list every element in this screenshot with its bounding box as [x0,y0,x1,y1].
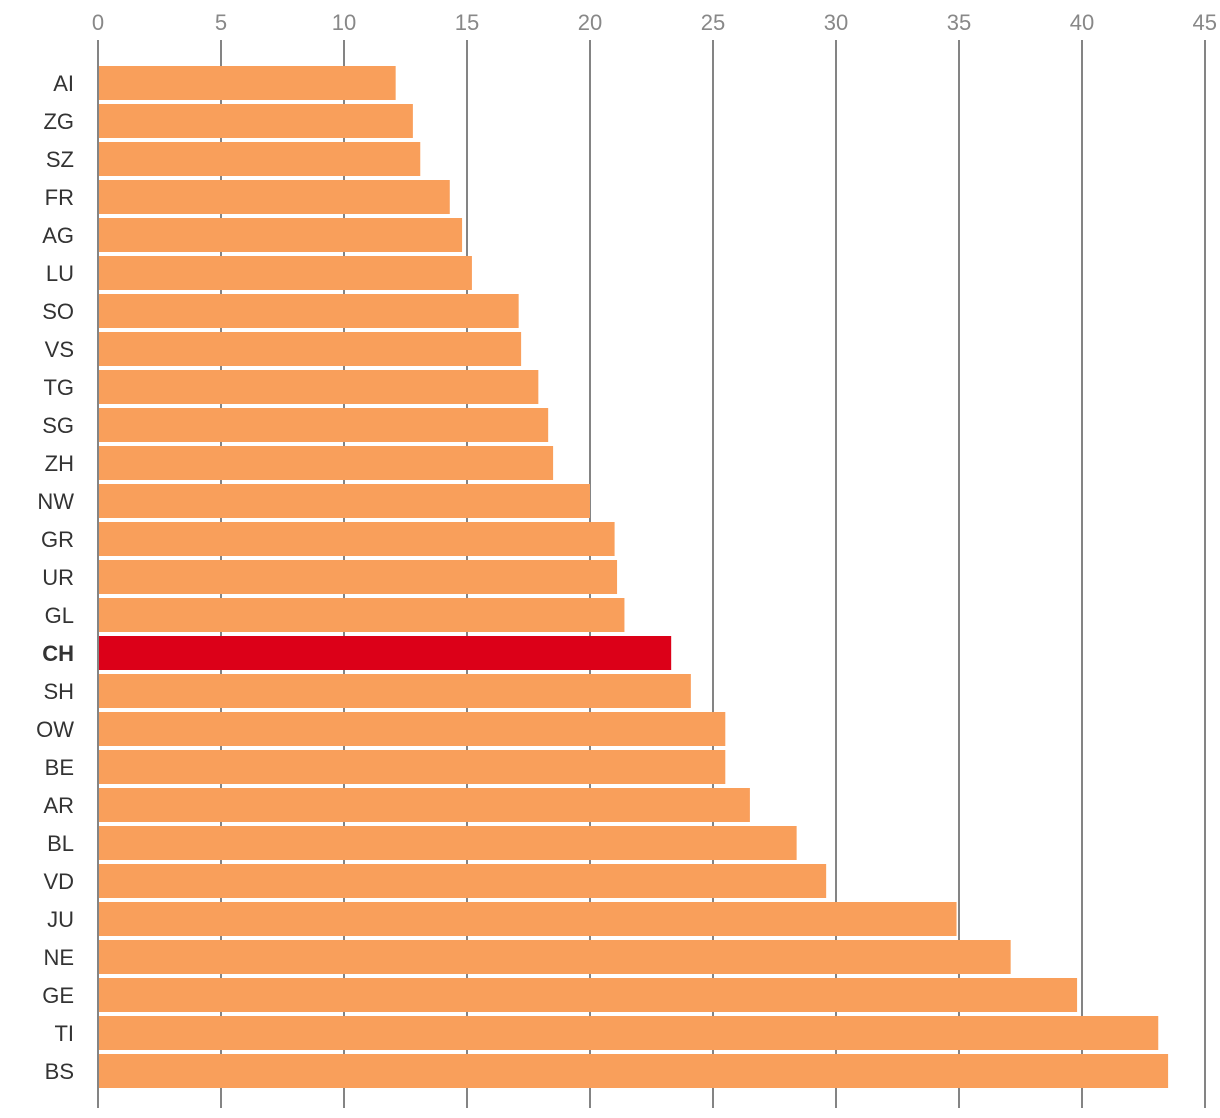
category-label-ag: AG [42,223,74,248]
x-tick-label-0: 0 [92,10,104,35]
bar-bl [99,826,797,860]
category-label-ar: AR [43,793,74,818]
category-label-ai: AI [53,71,74,96]
category-label-ow: OW [36,717,74,742]
category-label-ti: TI [54,1021,74,1046]
bar-ge [99,978,1078,1012]
bars [99,66,1169,1088]
category-label-sh: SH [43,679,74,704]
category-label-ch: CH [42,641,74,666]
category-label-sg: SG [42,413,74,438]
category-label-tg: TG [43,375,74,400]
x-tick-label-20: 20 [578,10,602,35]
bar-so [99,294,519,328]
bar-be [99,750,726,784]
bar-nw [99,484,590,518]
bar-ch [99,636,672,670]
bar-zh [99,446,554,480]
x-tick-label-30: 30 [824,10,848,35]
category-label-ju: JU [47,907,74,932]
category-label-ge: GE [42,983,74,1008]
category-label-ne: NE [43,945,74,970]
bar-ow [99,712,726,746]
category-label-gr: GR [41,527,74,552]
category-labels: AI ZG SZ FR AG LU SO VS TG SG ZH NW GR UR GL CH SH OW BE AR… [36,71,74,1084]
category-label-bl: BL [47,831,74,856]
x-tick-label-35: 35 [947,10,971,35]
category-label-lu: LU [46,261,74,286]
bar-sz [99,142,421,176]
bar-ne [99,940,1011,974]
category-label-so: SO [42,299,74,324]
category-label-zh: ZH [45,451,74,476]
bar-gr [99,522,615,556]
bar-vd [99,864,827,898]
bar-lu [99,256,472,290]
category-label-vd: VD [43,869,74,894]
bar-sg [99,408,549,442]
category-label-sz: SZ [46,147,74,172]
category-label-bs: BS [45,1059,74,1084]
x-tick-label-5: 5 [215,10,227,35]
bar-zg [99,104,413,138]
bar-ag [99,218,463,252]
x-tick-label-45: 45 [1193,10,1217,35]
bar-ti [99,1016,1159,1050]
bar-vs [99,332,522,366]
category-label-fr: FR [45,185,74,210]
category-label-vs: VS [45,337,74,362]
bar-gl [99,598,625,632]
category-label-be: BE [45,755,74,780]
category-label-zg: ZG [43,109,74,134]
x-tick-label-15: 15 [455,10,479,35]
bar-fr [99,180,450,214]
x-tick-label-10: 10 [332,10,356,35]
x-tick-label-25: 25 [701,10,725,35]
bar-ju [99,902,957,936]
category-label-nw: NW [37,489,74,514]
bar-sh [99,674,691,708]
bar-ai [99,66,396,100]
bar-bs [99,1054,1169,1088]
bar-ur [99,560,618,594]
bar-ar [99,788,750,822]
x-tick-label-40: 40 [1070,10,1094,35]
category-label-ur: UR [42,565,74,590]
category-label-gl: GL [45,603,74,628]
x-axis-ticks: 0 5 10 15 20 25 30 35 40 45 [92,10,1217,35]
bar-tg [99,370,539,404]
